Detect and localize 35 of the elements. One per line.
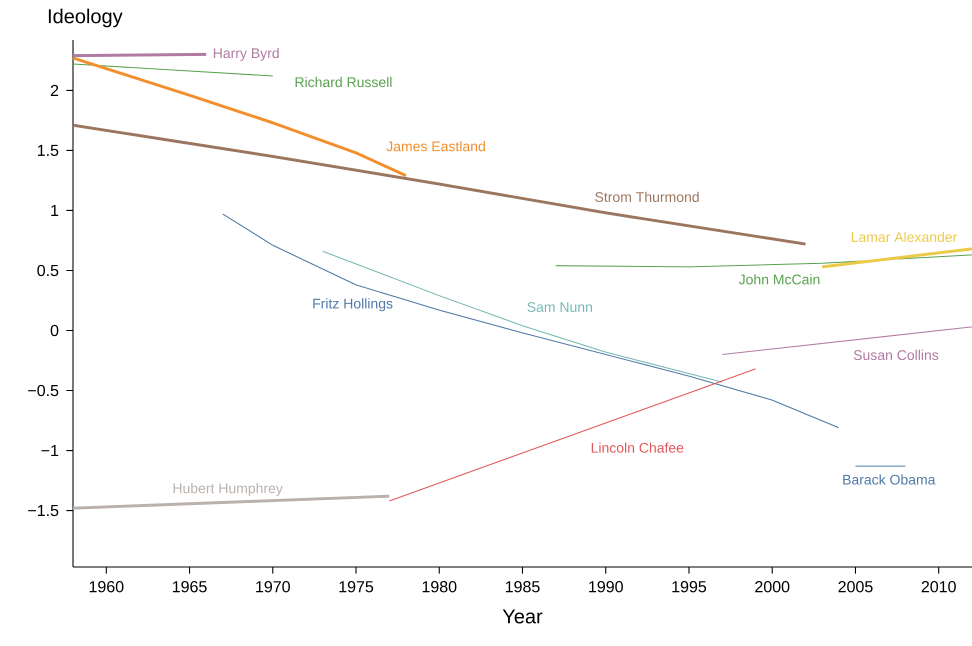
series-label: Richard Russell — [296, 76, 392, 88]
x-tick-label: 2010 — [922, 581, 956, 592]
y-tick-label: −1 — [42, 445, 58, 456]
x-tick-label: 1965 — [172, 581, 207, 592]
line-series — [555, 254, 972, 268]
x-tick-label: 1980 — [422, 581, 456, 592]
x-axis-title: Year — [502, 610, 542, 624]
series-label: John McCain — [738, 274, 820, 284]
series-label: Susan Collins — [854, 350, 938, 360]
y-tick-label: −0.5 — [28, 384, 58, 396]
x-tick-label: 2000 — [755, 581, 790, 592]
series-label: Lamar Alexander — [852, 232, 958, 242]
x-tick-label: 1970 — [256, 581, 290, 592]
series-label: Sam Nunn — [527, 302, 592, 312]
x-tick-label: 1985 — [506, 581, 540, 592]
y-tick-label: 2 — [50, 84, 58, 96]
series-label: Harry Byrd — [214, 48, 279, 61]
x-tick-label: 1960 — [90, 581, 124, 592]
y-axis-title: Ideology — [48, 8, 123, 28]
x-tick-label: 1990 — [589, 581, 623, 592]
series-label: Barack Obama — [843, 474, 936, 485]
series-label: Lincoln Chafee — [592, 442, 684, 453]
line-series — [72, 124, 807, 246]
series-label: Strom Thurmond — [595, 192, 699, 202]
x-tick-label: 2005 — [838, 581, 873, 592]
y-tick-label: 0 — [50, 324, 58, 336]
y-tick-label: 1.5 — [38, 144, 58, 156]
series-label: Hubert Humphrey — [174, 482, 283, 496]
x-tick-label: 1995 — [672, 581, 706, 592]
y-tick-label: −1.5 — [28, 504, 58, 516]
y-tick-label: 0.5 — [37, 264, 58, 276]
x-tick-label: 1975 — [339, 581, 374, 592]
series-label: James Eastland — [386, 141, 485, 152]
y-tick-label: 1 — [51, 204, 58, 216]
series-label: Fritz Hollings — [313, 298, 392, 312]
